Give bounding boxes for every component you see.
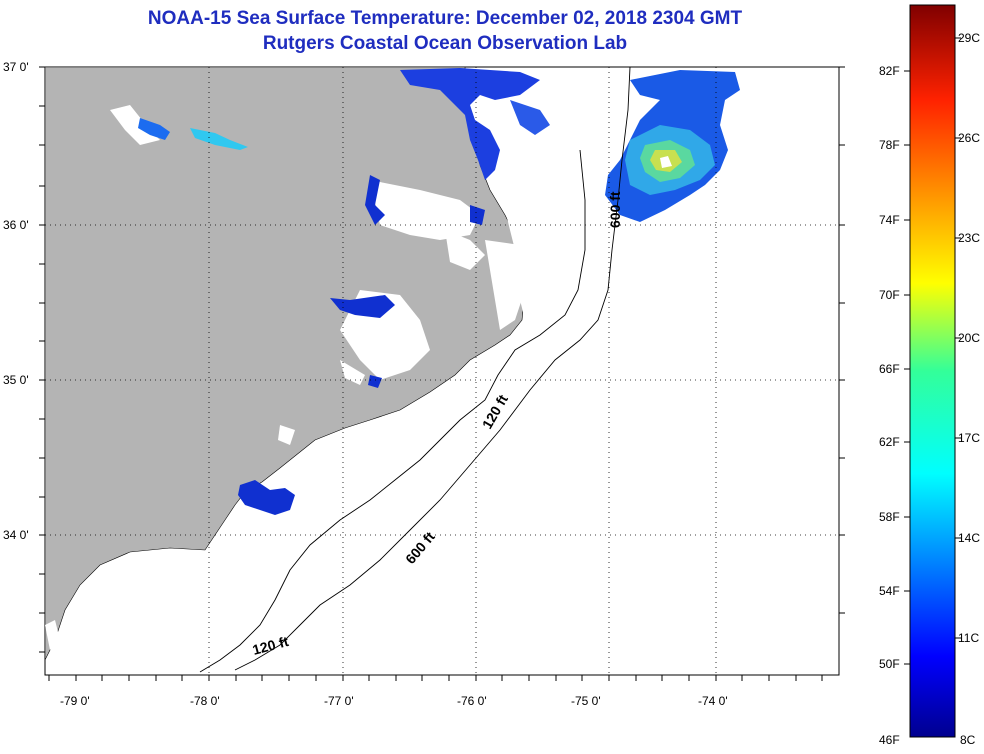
colorbar: 82F 78F 74F 70F 66F 62F 58F 54F 50F 46F … [879, 4, 980, 747]
lat-label-37: 37 0' [3, 60, 29, 74]
cb-f-58: 58F [879, 510, 900, 524]
bathymetry-contours [199, 67, 631, 673]
lon-label-74: -74 0' [698, 694, 728, 708]
map-subtitle: Rutgers Coastal Ocean Observation Lab [262, 33, 628, 54]
cb-c-14: 14C [958, 531, 980, 545]
cb-f-82: 82F [879, 64, 900, 78]
cb-c-8: 8C [960, 733, 976, 747]
cb-c-11: 11C [958, 631, 979, 645]
lat-label-34: 34 0' [3, 528, 29, 542]
cb-f-66: 66F [879, 362, 900, 376]
lon-label-78: -78 0' [190, 694, 220, 708]
lat-label-36: 36 0' [3, 218, 29, 232]
lon-label-75: -75 0' [571, 694, 601, 708]
cb-c-17: 17C [958, 431, 980, 445]
cb-c-26: 26C [958, 131, 980, 145]
cb-c-29: 29C [958, 31, 980, 45]
colorbar-gradient [909, 4, 956, 738]
lon-label-79: -79 0' [60, 694, 90, 708]
map-title: NOAA-15 Sea Surface Temperature: Decembe… [147, 8, 743, 29]
cb-f-78: 78F [879, 138, 900, 152]
colorbar-ticks [904, 37, 961, 665]
cb-f-74: 74F [879, 213, 900, 227]
cb-f-70: 70F [879, 288, 900, 302]
cb-f-50: 50F [879, 657, 900, 671]
lon-label-76: -76 0' [457, 694, 487, 708]
cb-f-54: 54F [879, 584, 900, 598]
cb-f-46: 46F [879, 733, 900, 747]
lat-label-35: 35 0' [3, 373, 29, 387]
lon-ticks [48, 675, 823, 681]
cb-c-23: 23C [958, 231, 980, 245]
map-panel: 600 ft 120 ft 600 ft 120 ft [44, 66, 840, 676]
contour-label-600ft-top: 600 ft [607, 191, 623, 228]
sst-patches [138, 68, 740, 515]
cb-f-62: 62F [879, 435, 900, 449]
cloud-masks [45, 80, 600, 650]
lon-label-77: -77 0' [324, 694, 354, 708]
cb-c-20: 20C [958, 331, 980, 345]
lat-ticks [39, 66, 845, 653]
